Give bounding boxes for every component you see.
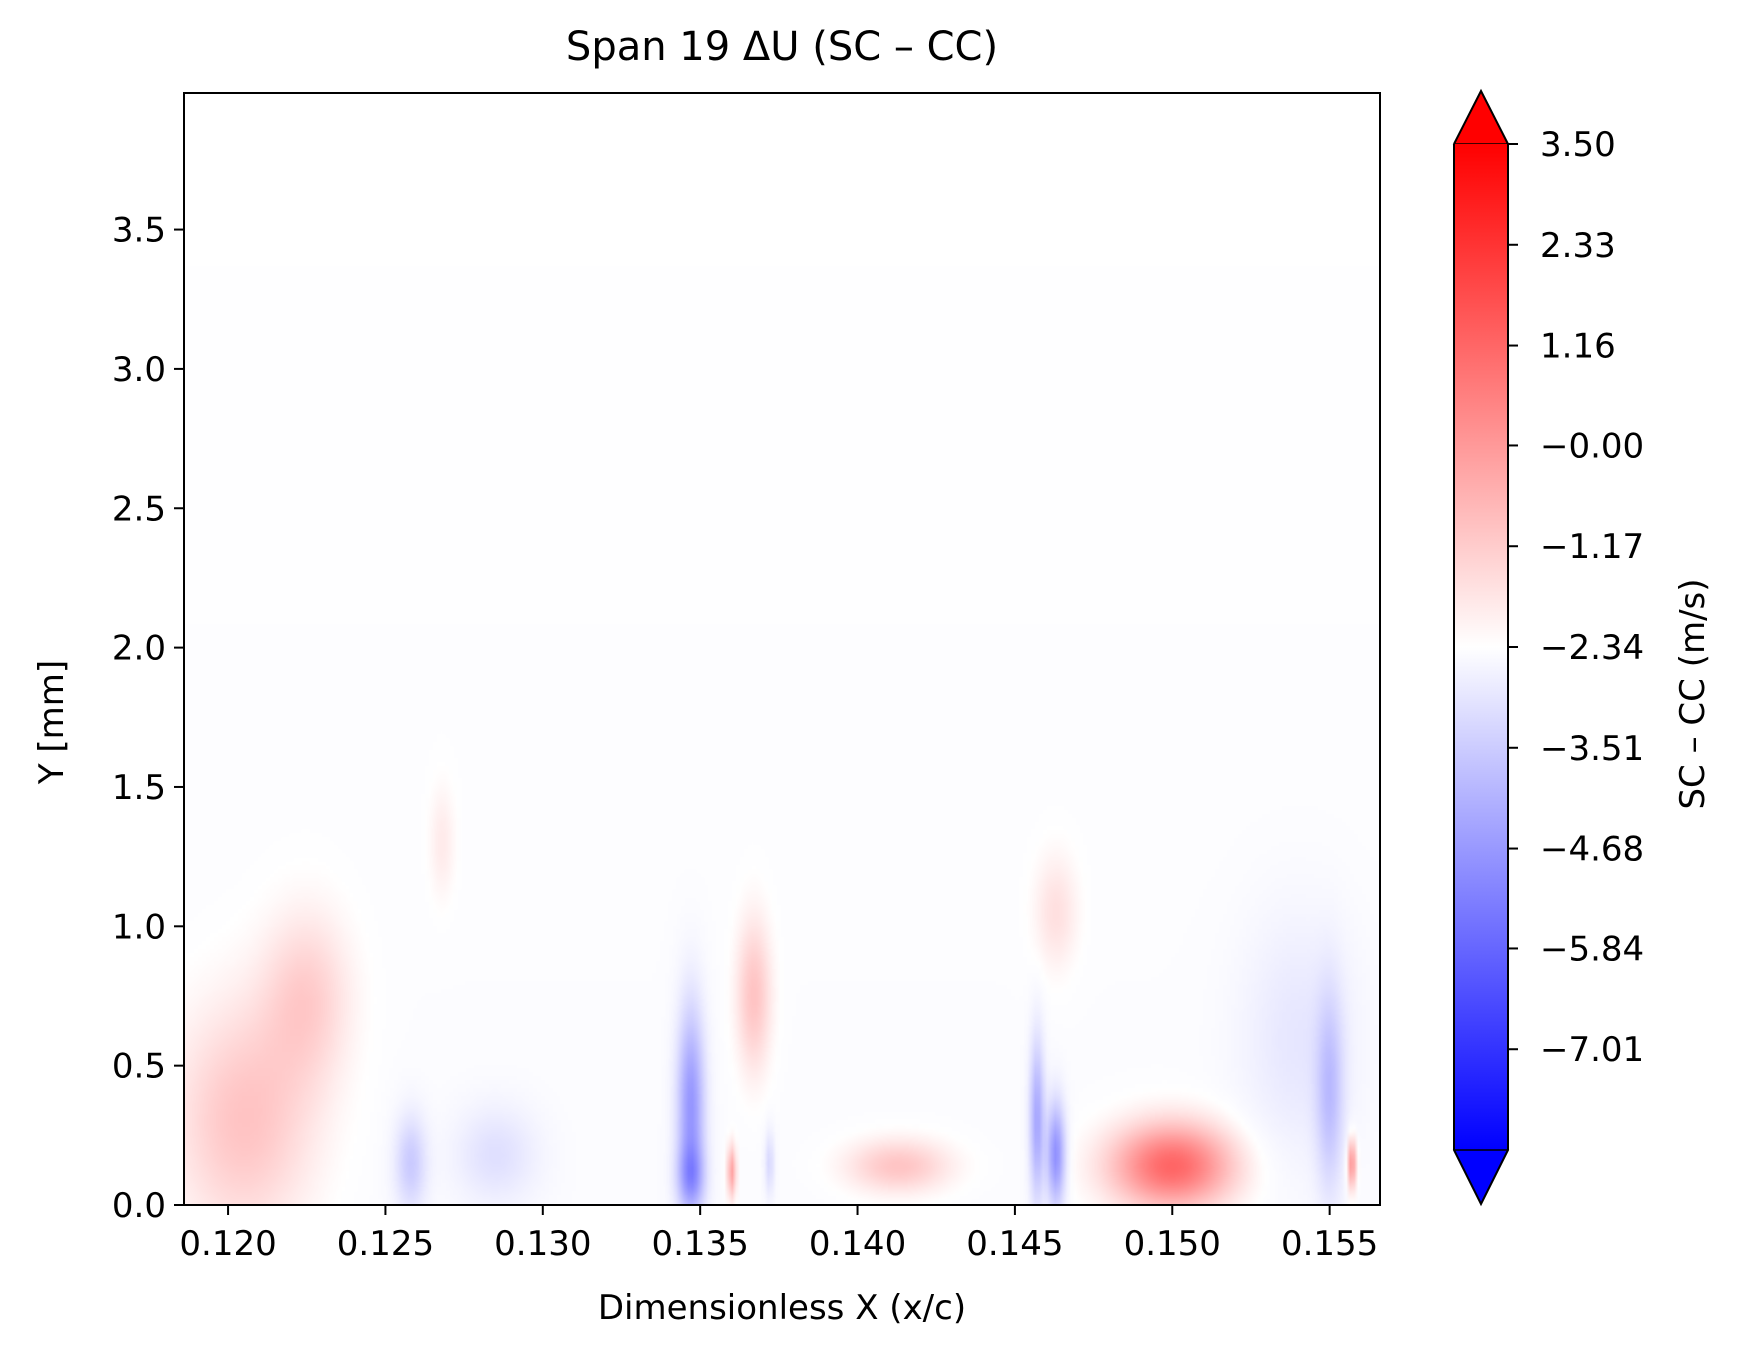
x-tick-label: 0.145 xyxy=(966,1224,1063,1264)
x-tick-label: 0.125 xyxy=(337,1224,434,1264)
y-tick-label: 0.0 xyxy=(112,1186,166,1226)
x-tick-label: 0.130 xyxy=(494,1224,591,1264)
x-axis-label: Dimensionless X (x/c) xyxy=(597,1288,967,1328)
x-tick-label: 0.120 xyxy=(179,1224,276,1264)
y-tick-label: 2.0 xyxy=(112,629,166,669)
y-tick-label: 0.5 xyxy=(112,1047,166,1087)
y-tick-label: 3.0 xyxy=(112,350,166,390)
colorbar-tick-label: −5.84 xyxy=(1540,929,1644,969)
colorbar-tick-label: −3.51 xyxy=(1540,729,1644,769)
colorbar-tick-label: −7.01 xyxy=(1540,1030,1644,1070)
colorbar-tick-label: −4.68 xyxy=(1540,830,1644,870)
colorbar-extend-max xyxy=(1452,89,1510,145)
colorbar-tick-label: −2.34 xyxy=(1540,628,1644,668)
colorbar-label: SC – CC (m/s) xyxy=(1673,578,1713,810)
colorbar-outline xyxy=(1453,88,1509,1207)
colorbar-ticks: 3.50 2.33 1.16 −0.00 −1.17 −2.34 −3.51 −4.68 −5.… xyxy=(1508,125,1644,1070)
y-tick-label: 2.5 xyxy=(112,489,166,529)
x-tick-label: 0.150 xyxy=(1124,1224,1221,1264)
y-tick-label: 1.5 xyxy=(112,768,166,808)
x-tick-label: 0.140 xyxy=(809,1224,906,1264)
colorbar-tick-label: 2.33 xyxy=(1540,226,1616,266)
x-axis: 0.120 0.125 0.130 0.135 0.140 0.145 0.150 0.155 xyxy=(179,1205,1378,1264)
colorbar-tick-label: 3.50 xyxy=(1540,125,1616,165)
y-tick-label: 1.0 xyxy=(112,907,166,947)
colorbar-tick-label: 1.16 xyxy=(1540,327,1616,367)
x-tick-label: 0.135 xyxy=(651,1224,748,1264)
chart-title: Span 19 ΔU (SC – CC) xyxy=(565,24,999,70)
heatmap-image xyxy=(184,93,1380,1205)
y-tick-label: 3.5 xyxy=(112,211,166,251)
y-axis-label: Y [mm] xyxy=(32,659,72,785)
colorbar-tick-label: −1.17 xyxy=(1540,527,1644,567)
x-tick-label: 0.155 xyxy=(1281,1224,1378,1264)
colorbar-extend-min xyxy=(1452,1149,1510,1206)
colorbar-tick-label: −0.00 xyxy=(1540,426,1644,466)
colorbar-body xyxy=(1454,144,1508,1150)
y-axis: 0.0 0.5 1.0 1.5 2.0 2.5 3.0 3.5 xyxy=(112,211,184,1226)
plot-frame xyxy=(183,92,1381,1206)
